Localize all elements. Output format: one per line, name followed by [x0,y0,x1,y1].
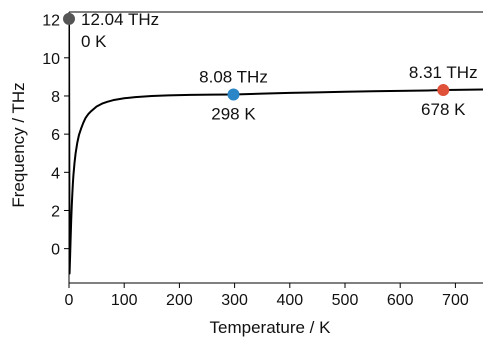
point-temperature-label: 678 K [421,100,466,119]
point-temperature-label: 0 K [81,32,107,51]
x-tick-label: 700 [442,292,469,309]
axes: 0 100 200 300 400 500 600 700 0 2 4 6 8 10 12 [42,11,483,309]
x-tick-label: 600 [387,292,414,309]
x-tick-label: 500 [332,292,359,309]
y-tick-label: 8 [51,89,60,106]
x-tick-label: 200 [166,292,193,309]
data-point [437,84,450,97]
y-tick-label: 10 [42,51,60,68]
series-layer [69,18,483,275]
highlight-points: 12.04 THz 0 K 8.08 THz 298 K 8.31 THz 678 K [63,10,478,123]
data-point [63,12,75,25]
y-tick-label: 6 [51,127,60,144]
y-tick-label: 12 [42,13,60,30]
x-tick-label: 300 [221,292,248,309]
point-value-label: 8.08 THz [199,67,268,86]
point-value-label: 8.31 THz [409,63,478,82]
x-axis-title: Temperature / K [210,318,332,337]
x-tick-label: 0 [65,292,74,309]
series-line [69,18,483,275]
x-tick-label: 100 [111,292,138,309]
x-tick-label: 400 [276,292,303,309]
y-tick-label: 4 [51,165,60,182]
point-temperature-label: 298 K [211,104,256,123]
data-point [227,88,240,101]
y-tick-label: 2 [51,203,60,220]
point-value-label: 12.04 THz [81,10,159,29]
y-tick-label: 0 [51,242,60,259]
y-axis-title: Frequency / THz [9,82,28,207]
